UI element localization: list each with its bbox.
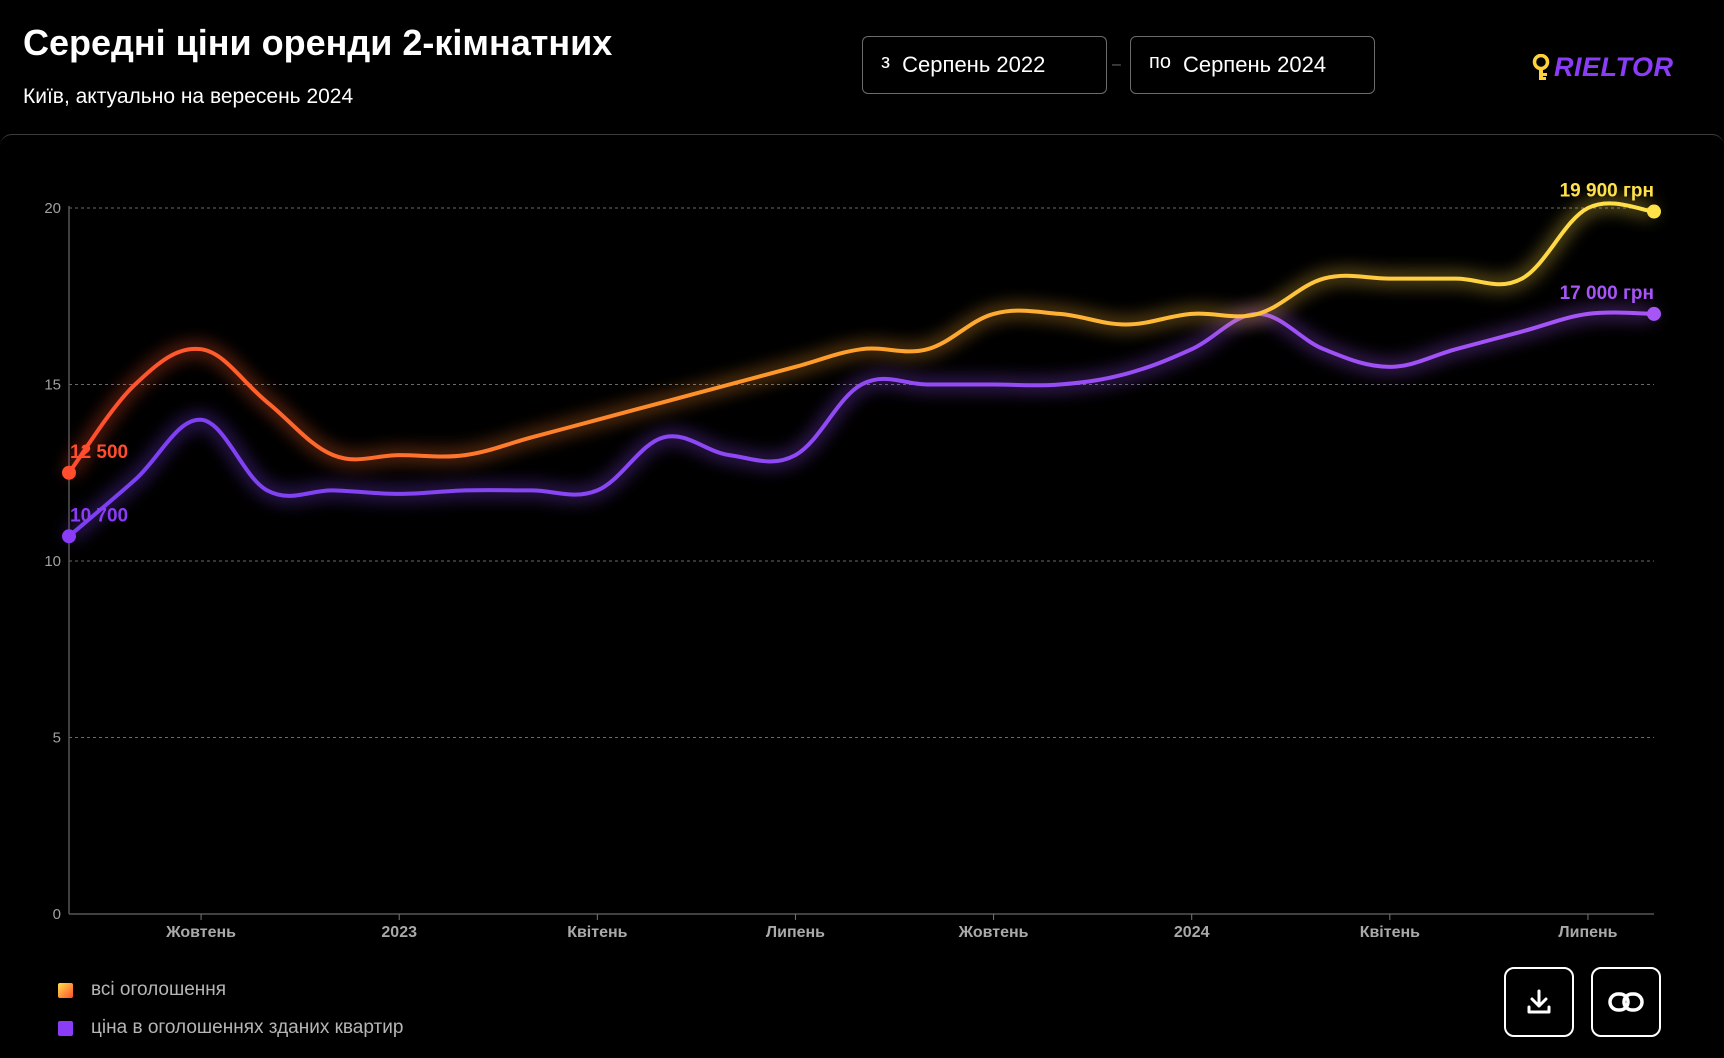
data-label-end-rented: 17 000 грн — [1560, 283, 1654, 304]
x-tick-label: Жовтень — [165, 924, 236, 941]
date-from-value: Серпень 2022 — [902, 52, 1046, 77]
data-point-all — [1647, 204, 1661, 219]
rieltor-logo[interactable]: RIELTOR — [1532, 52, 1674, 83]
x-tick-label: Жовтень — [958, 924, 1029, 941]
x-tick-label: Липень — [1558, 924, 1617, 941]
x-tick-label: Квітень — [567, 924, 627, 941]
data-labels: 10 700 17 000 грн 12 500 19 900 грн — [70, 181, 1654, 527]
x-tick-label: Квітень — [1360, 924, 1420, 941]
series-line-rented — [67, 310, 1656, 539]
legend-item-rented[interactable]: ціна в оголошеннях зданих квартир — [58, 1017, 403, 1039]
series-glow-all — [65, 198, 1655, 476]
logo-text: RIELTOR — [1554, 52, 1674, 82]
x-tick-label: 2023 — [381, 924, 417, 941]
series-lines — [62, 198, 1661, 544]
date-from-select[interactable]: з Серпень 2022 — [862, 36, 1107, 94]
page-subtitle: Київ, актуально на вересень 2024 — [23, 85, 354, 108]
data-point-rented — [62, 529, 76, 544]
y-tick-label: 5 — [53, 730, 61, 747]
x-tick-label: Липень — [766, 924, 825, 941]
header: Середні ціни оренди 2-кімнатних Київ, ак… — [0, 0, 1724, 134]
data-label-end-all: 19 900 грн — [1560, 181, 1654, 202]
axes: 0 5 10 15 20 Жовтень 2023 Квітень Липень Жовтень 2… — [44, 200, 1654, 941]
date-to-select[interactable]: по Серпень 2024 — [1130, 36, 1375, 94]
y-tick-label: 10 — [44, 553, 61, 570]
chart-panel — [0, 134, 1724, 1058]
legend-item-all[interactable]: всі оголошення — [58, 979, 226, 1001]
data-point-all — [62, 465, 76, 480]
x-tick-label: 2024 — [1174, 924, 1210, 941]
link-icon — [1608, 992, 1644, 1012]
date-to-value: Серпень 2024 — [1182, 52, 1327, 77]
legend-label-rented: ціна в оголошеннях зданих квартир — [91, 1017, 404, 1038]
data-point-rented — [1647, 306, 1661, 321]
grid — [69, 207, 1654, 738]
link-button[interactable] — [1591, 967, 1661, 1037]
key-icon — [1532, 53, 1550, 80]
page-title: Середні ціни оренди 2-кімнатних — [23, 22, 613, 63]
date-range-separator: – — [1112, 56, 1121, 73]
y-tick-label: 0 — [53, 906, 61, 923]
y-tick-label: 20 — [44, 200, 61, 217]
download-icon — [1527, 989, 1551, 1014]
series-line-all — [67, 201, 1656, 475]
legend-swatch-all — [58, 982, 73, 998]
download-button[interactable] — [1504, 967, 1574, 1037]
date-to-prefix: по — [1149, 50, 1171, 73]
data-label-start-all: 12 500 — [70, 442, 128, 463]
legend-label-all: всі оголошення — [91, 979, 227, 1000]
y-tick-label: 15 — [44, 377, 61, 394]
data-label-start-rented: 10 700 — [70, 505, 128, 526]
legend-swatch-rented — [58, 1020, 73, 1036]
date-from-prefix: з — [881, 50, 891, 73]
